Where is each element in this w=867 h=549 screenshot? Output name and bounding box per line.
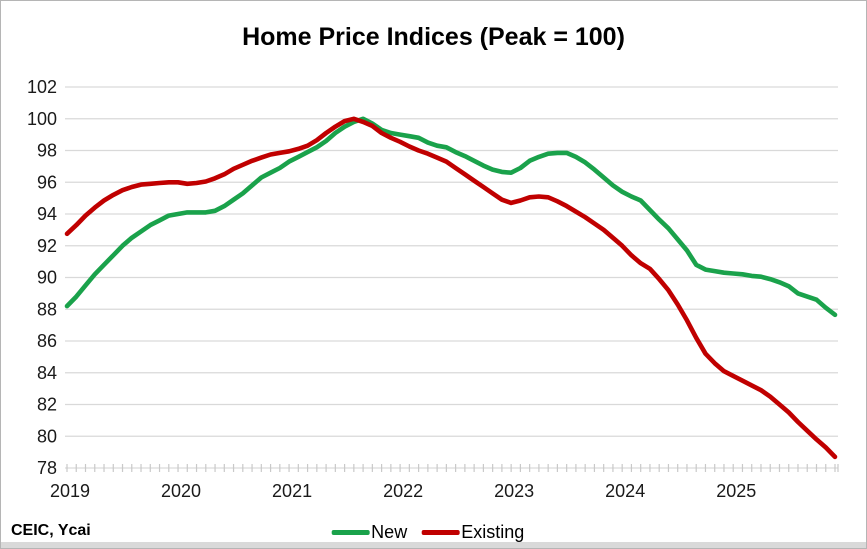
x-axis-tick-label: 2025 (716, 481, 756, 501)
x-axis-tick-label: 2020 (161, 481, 201, 501)
y-axis-tick-label: 92 (37, 236, 57, 256)
chart-title: Home Price Indices (Peak = 100) (242, 23, 625, 51)
y-axis-tick-label: 86 (37, 331, 57, 351)
y-axis-tick-label: 82 (37, 395, 57, 415)
y-axis-tick-label: 88 (37, 299, 57, 319)
x-axis-tick-label: 2022 (383, 481, 423, 501)
legend-item-new[interactable]: New (331, 522, 407, 543)
existing-series-swatch-icon (421, 530, 460, 535)
legend-label-new: New (371, 522, 408, 542)
source-note: CEIC, Ycai (11, 522, 91, 539)
y-axis-tick-label: 100 (27, 109, 57, 129)
new-series-swatch-icon (331, 530, 370, 535)
series-line-existing[interactable] (64, 116, 838, 460)
y-axis-tick-label: 96 (37, 172, 57, 192)
x-axis-tick-label: 2024 (605, 481, 645, 501)
x-axis-tick-label: 2021 (272, 481, 312, 501)
y-axis-tick-label: 98 (37, 141, 57, 161)
x-axis-tick-label: 2019 (50, 481, 90, 501)
x-axis-tick-label: 2023 (494, 481, 534, 501)
bottom-strip (1, 542, 866, 548)
legend-item-existing[interactable]: Existing (421, 522, 524, 543)
y-axis-tick-label: 78 (37, 458, 57, 478)
legend-label-existing: Existing (461, 522, 525, 542)
y-axis-tick-label: 102 (27, 77, 57, 97)
y-axis-tick-label: 90 (37, 268, 57, 288)
y-axis-tick-label: 94 (37, 204, 57, 224)
y-axis-tick-label: 80 (37, 426, 57, 446)
series-line-new[interactable] (64, 116, 838, 318)
legend: New Existing (331, 522, 524, 543)
y-axis-tick-label: 84 (37, 363, 57, 383)
